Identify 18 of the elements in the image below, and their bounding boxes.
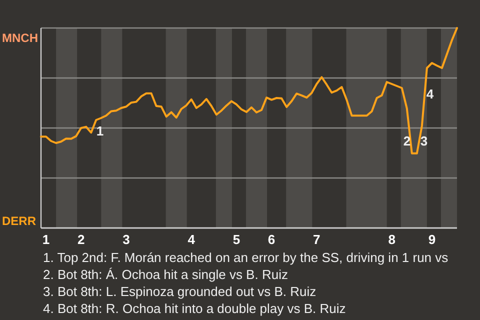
text: 4. Bot 8th: R. Ochoa hit into a double play vs B. Ruiz [43, 301, 346, 316]
text: MNCH [2, 31, 38, 46]
x-tick-label: 6 [268, 232, 276, 247]
x-tick-label: 1 [42, 232, 50, 247]
annotation: 4 [426, 86, 434, 102]
x-tick-label: 5 [232, 232, 240, 247]
text: DERR [2, 214, 36, 228]
text: 1. Top 2nd: F. Morán reached on an error by the SS, driving in 1 run vs [43, 250, 449, 265]
x-tick-label: 4 [188, 232, 196, 247]
x-tick-label: 2 [77, 232, 85, 247]
text: 2. Bot 8th: Á. Ochoa hit a single vs B. Ruiz [43, 267, 288, 282]
text: 3. Bot 8th: L. Espinoza grounded out vs B. Ruiz [43, 284, 316, 299]
x-tick-label: 7 [313, 232, 320, 247]
x-tick-label: 9 [428, 232, 436, 247]
x-tick-label: 3 [122, 232, 130, 247]
annotation: 3 [420, 134, 428, 149]
x-tick-label: 8 [388, 232, 396, 247]
annotation: 1 [96, 124, 104, 139]
